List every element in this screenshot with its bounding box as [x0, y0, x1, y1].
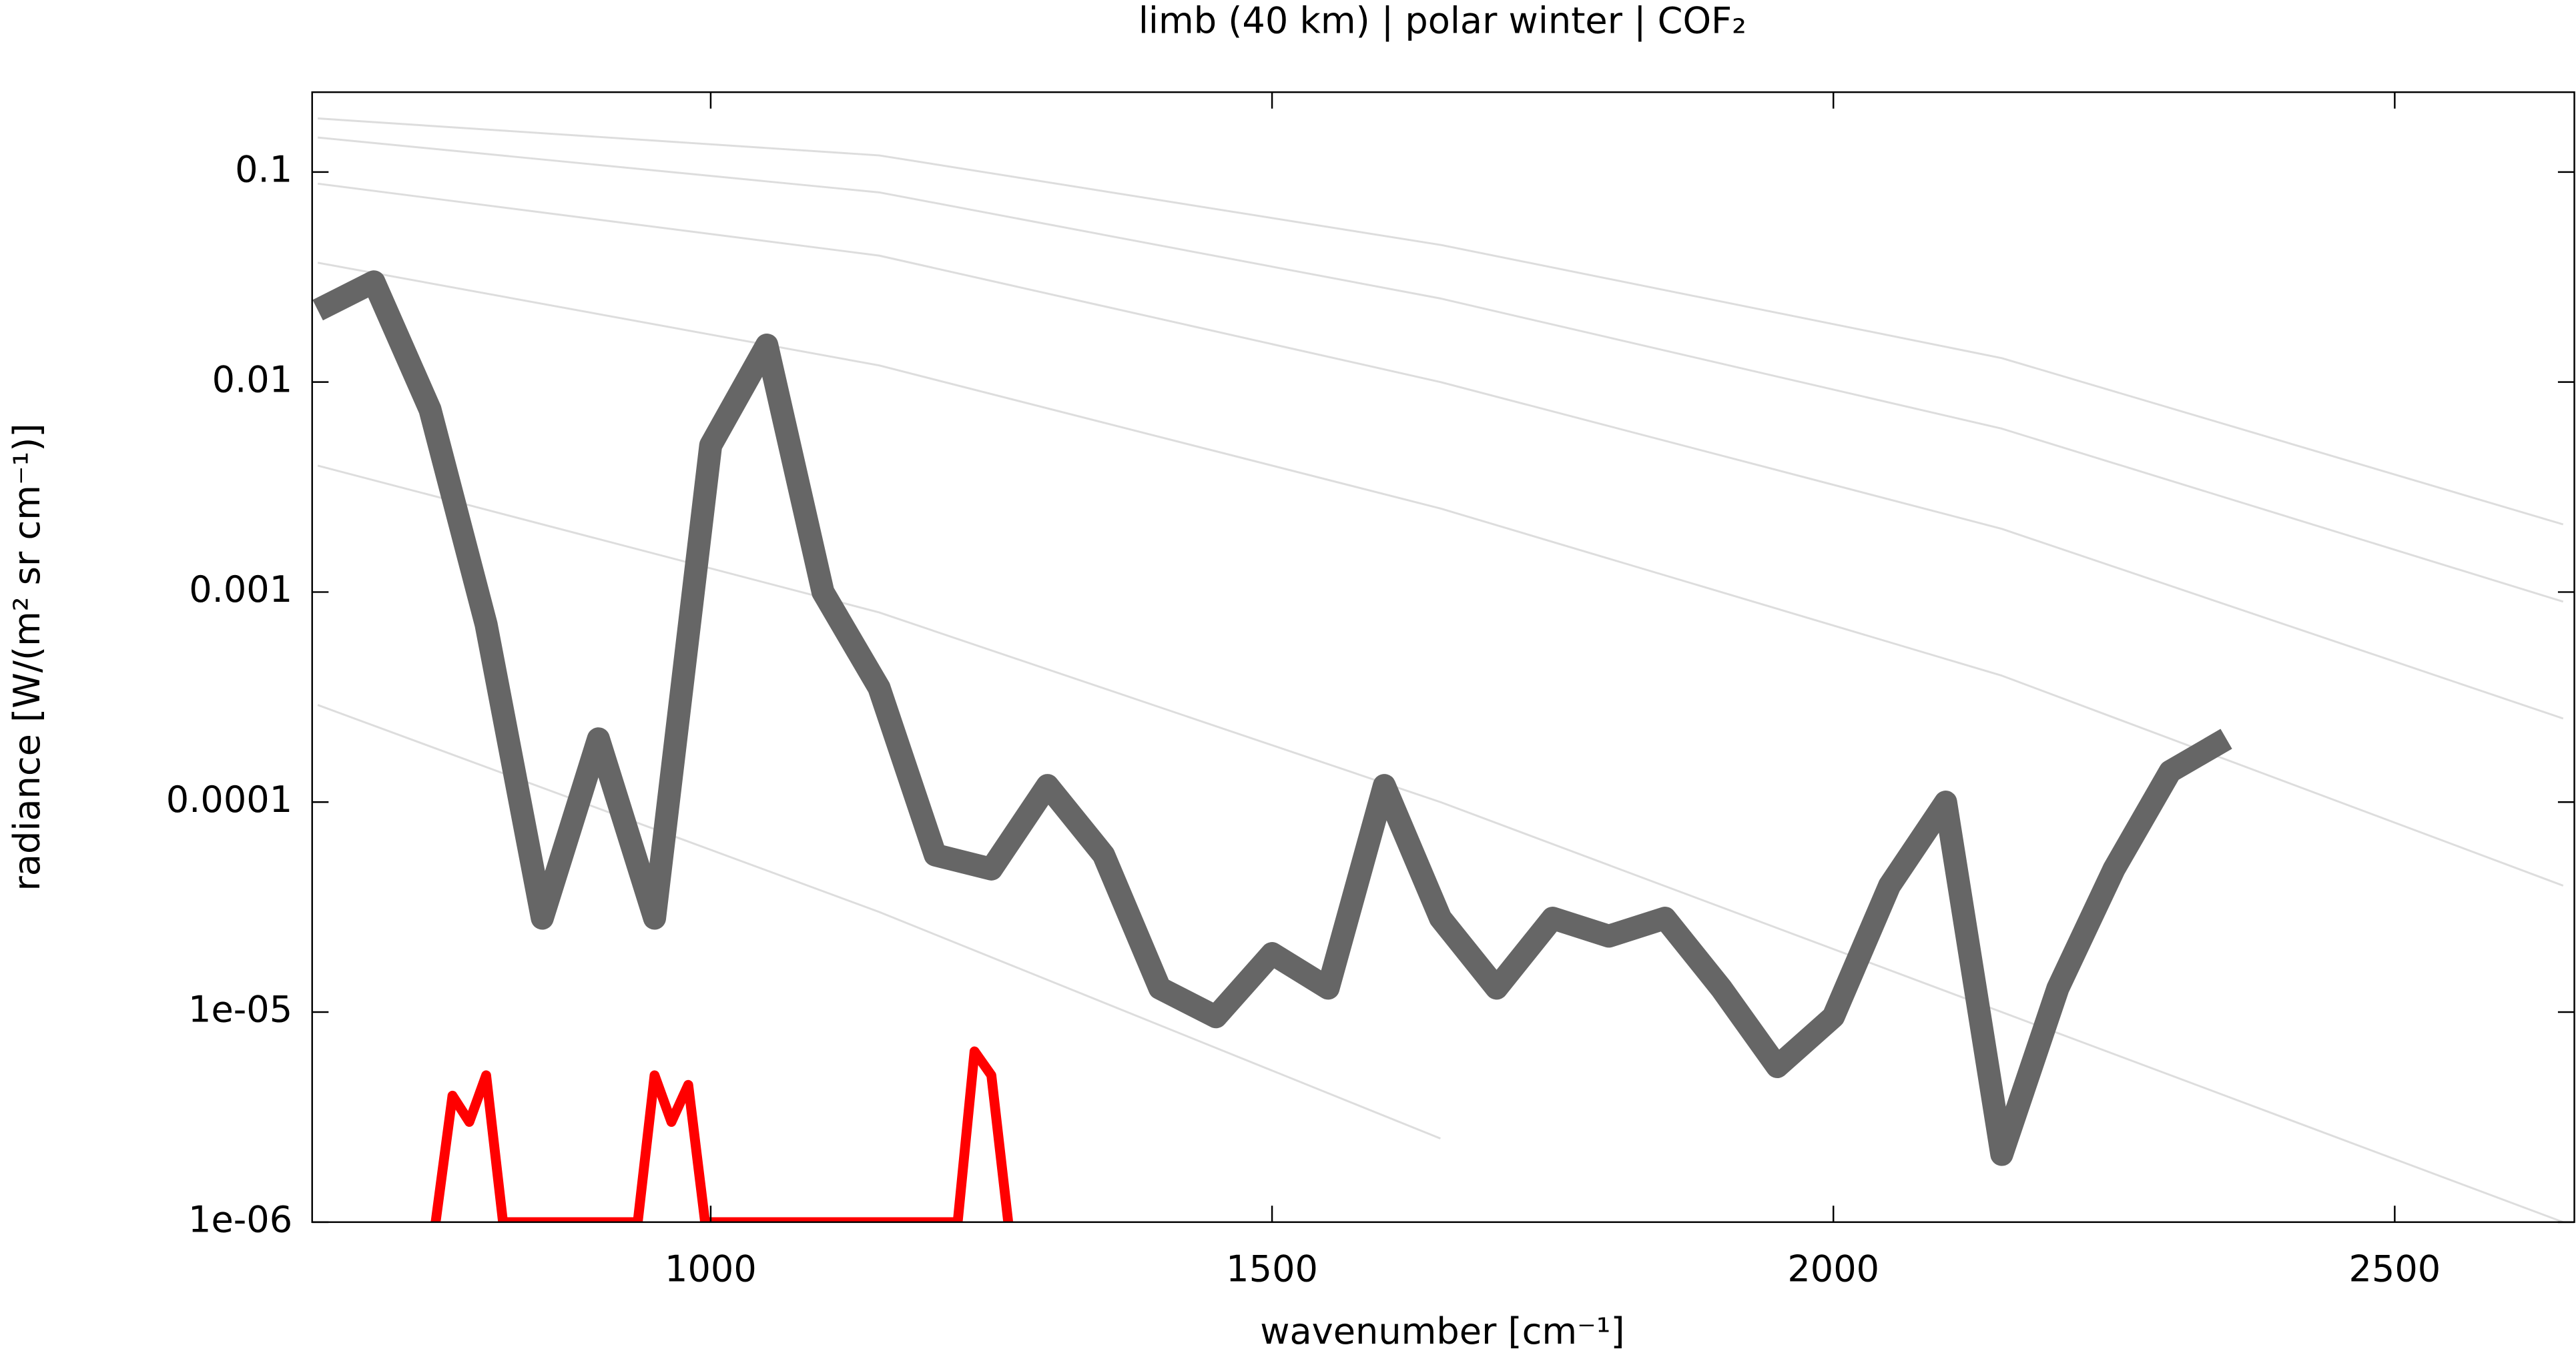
series-line	[318, 117, 2564, 526]
y-tick-label: 1e-05	[188, 989, 292, 1031]
y-tick-label: 1e-06	[188, 1198, 292, 1240]
x-tick-label: 2500	[2348, 1248, 2441, 1290]
y-axis-label: radiance [W/(m² sr cm⁻¹)]	[6, 423, 48, 891]
series-line	[317, 262, 2564, 887]
series-line	[430, 1046, 1014, 1222]
x-axis-label: wavenumber [cm⁻¹]	[1260, 1310, 1624, 1352]
series-line	[318, 136, 2564, 603]
series-line	[317, 182, 2564, 720]
y-tick-label: 0.001	[189, 568, 292, 610]
x-tick-label: 1500	[1226, 1248, 1318, 1290]
chart-title: limb (40 km) | polar winter | COF₂	[1139, 0, 1746, 41]
series-line	[312, 270, 2232, 1166]
y-tick-label: 0.0001	[166, 779, 292, 821]
y-tick-label: 0.1	[235, 148, 292, 190]
x-tick-label: 2000	[1787, 1248, 1879, 1290]
x-tick-label: 1000	[665, 1248, 757, 1290]
y-tick-label: 0.01	[212, 358, 293, 400]
plot-frame	[311, 91, 2575, 1224]
plot-area	[312, 117, 2564, 1222]
